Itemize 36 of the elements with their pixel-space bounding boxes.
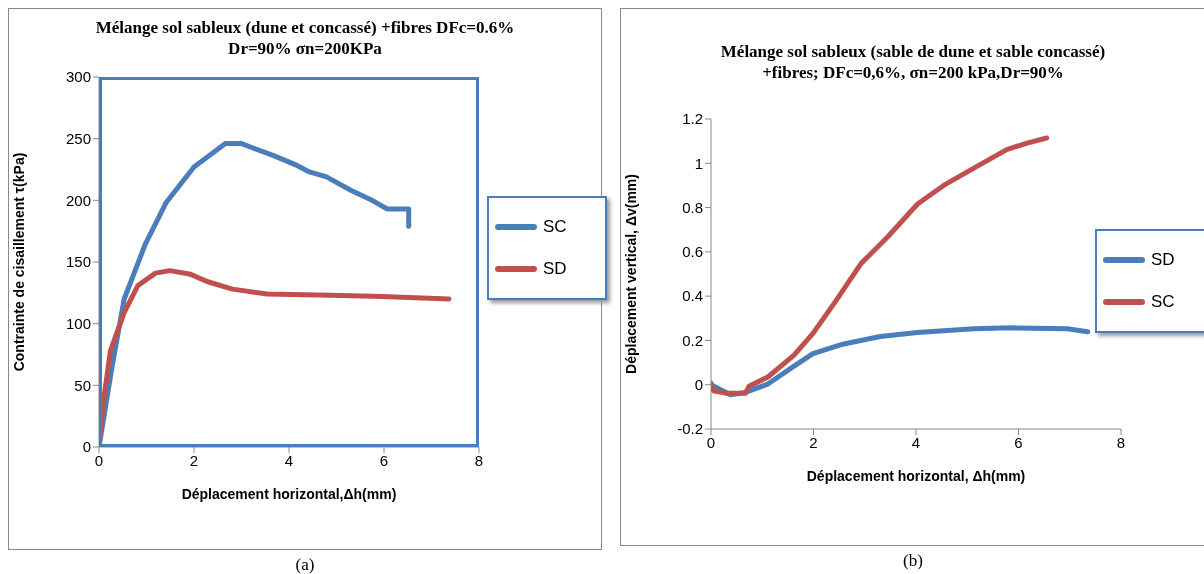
y-tick-label: 150 — [65, 253, 91, 271]
chart-title: Mélange sol sableux (sable de dune et sable concassé) +fibres; DFc=0,6%, σn=200 kPa,Dr=90% — [719, 41, 1107, 83]
y-axis-title: Déplacement vertical, Δv(mm) — [622, 174, 639, 374]
y-tick-label: 0.8 — [682, 198, 703, 216]
y-tick-label: 1.2 — [682, 110, 703, 128]
x-tick-label: 0 — [94, 451, 104, 469]
text: (a) — [294, 555, 316, 574]
x-axis-title: Déplacement horizontal, Δh(mm) — [806, 468, 1026, 484]
y-tick-label: 1 — [694, 154, 703, 172]
legend-label: SC — [543, 217, 567, 237]
y-tick-label: 0.2 — [682, 331, 703, 349]
x-tick-label: 6 — [379, 451, 389, 469]
y-tick-label: 50 — [74, 376, 91, 394]
y-tick-label: 300 — [65, 68, 91, 86]
y-tick-label: -0.2 — [677, 420, 703, 438]
chart-title: Mélange sol sableux (dune et concassé) +fibres DFc=0.6% Dr=90% σn=200KPa — [94, 17, 516, 59]
legend-label: SD — [1151, 250, 1175, 270]
x-tick-label: 4 — [284, 451, 294, 469]
y-tick-label: 100 — [65, 314, 91, 332]
x-tick-label: 2 — [189, 451, 199, 469]
y-tick-label: 0.6 — [682, 243, 703, 261]
x-tick-label: 6 — [1014, 433, 1023, 451]
legend-label: SD — [543, 259, 567, 279]
x-tick-label: 8 — [1116, 433, 1126, 451]
y-axis-title: Contrainte de cisaillement τ(kPa) — [10, 152, 27, 372]
x-tick-label: 2 — [809, 433, 818, 451]
x-tick-label: 0 — [706, 433, 716, 451]
y-tick-label: 0.4 — [682, 287, 703, 305]
x-tick-label: 4 — [911, 433, 921, 451]
y-tick-label: 200 — [65, 191, 91, 209]
x-tick-label: 8 — [474, 451, 484, 469]
y-tick-label: 250 — [65, 129, 91, 147]
text: (b) — [902, 551, 924, 571]
legend-label: SC — [1151, 292, 1175, 312]
y-tick-label: 0 — [694, 376, 703, 394]
x-axis-title: Déplacement horizontal,Δh(mm) — [181, 486, 397, 502]
